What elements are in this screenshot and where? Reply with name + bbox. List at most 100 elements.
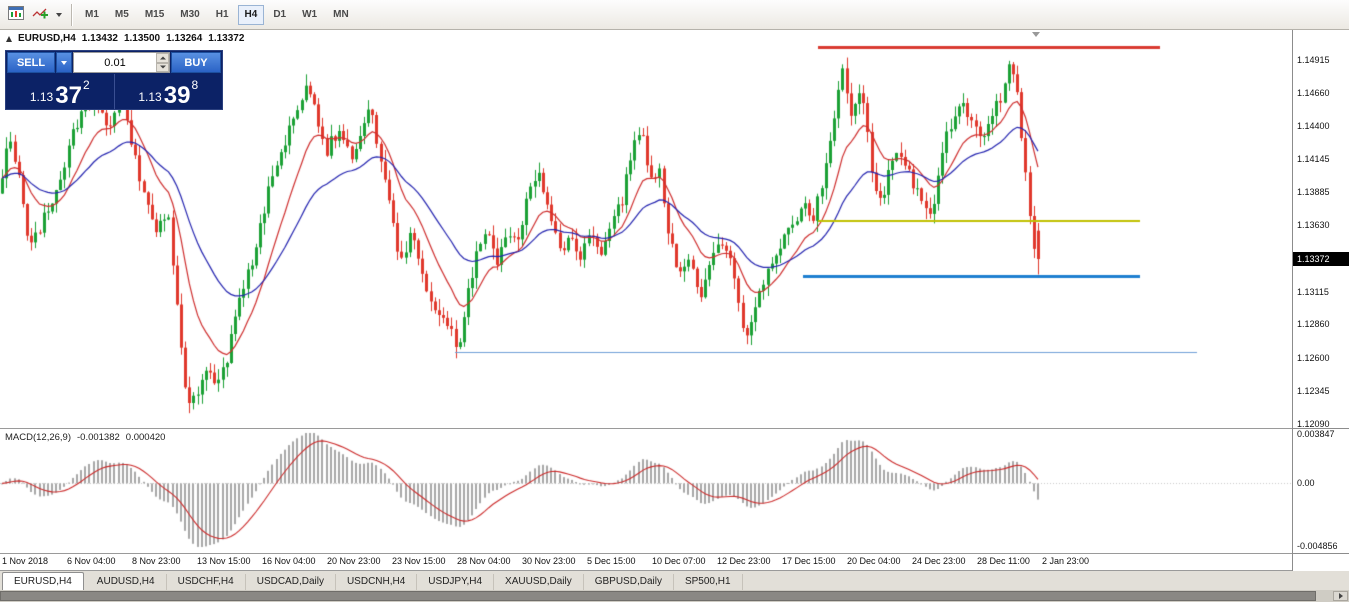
trade-options-button[interactable]	[56, 52, 72, 73]
chevron-down-icon	[61, 60, 67, 65]
price-axis-label: 1.14400	[1297, 121, 1330, 132]
ohlc-high-value: 1.13500	[123, 33, 161, 44]
scrollbar-right-arrow[interactable]	[1333, 591, 1348, 601]
macd-main-value: -0.001382	[77, 432, 120, 443]
chart-shift-marker[interactable]	[1032, 32, 1040, 37]
price-axis-label: 1.12600	[1297, 352, 1330, 363]
chart-tab-sp500[interactable]: SP500,H1	[674, 574, 743, 590]
time-axis-label: 6 Nov 04:00	[67, 556, 116, 566]
price-axis-label: 1.12860	[1297, 319, 1330, 330]
chart-tab-usdchf[interactable]: USDCHF,H4	[167, 574, 246, 590]
price-chart-panel: EURUSD,H4 1.13432 1.13500 1.13264 1.1337…	[0, 30, 1292, 429]
chart-workspace: EURUSD,H4 1.13432 1.13500 1.13264 1.1337…	[0, 30, 1349, 571]
timeframe-button-m30[interactable]: M30	[173, 5, 206, 25]
price-axis-label: 1.13885	[1297, 187, 1330, 198]
price-axis-column[interactable]: 1.14915 1.14660 1.14400 1.14145 1.13885 1.136…	[1292, 30, 1349, 571]
time-axis-label: 2 Jan 23:00	[1042, 556, 1090, 566]
macd-axis[interactable]: 0.003847 0.00 -0.004856	[1293, 429, 1349, 554]
sell-price-big-figure: 1.13	[29, 90, 54, 104]
time-axis-label: 20 Dec 04:00	[847, 556, 901, 566]
time-axis-label: 16 Nov 04:00	[262, 556, 316, 566]
trade-controls-row: SELL BUY	[6, 51, 222, 74]
timeframe-button-h1[interactable]: H1	[209, 5, 236, 25]
ohlc-open-value: 1.13432	[81, 33, 118, 44]
toolbar-separator	[71, 3, 72, 26]
horizontal-scrollbar[interactable]	[0, 590, 1349, 602]
price-axis-label: 1.12345	[1297, 385, 1330, 396]
buy-price-big-figure: 1.13	[138, 90, 162, 104]
price-direction-icon	[6, 35, 12, 42]
add-indicator-button[interactable]	[28, 4, 52, 26]
time-axis[interactable]: 1 Nov 2018 6 Nov 04:00 8 Nov 23:00 13 Nov 1…	[0, 554, 1292, 571]
chart-symbol-label: EURUSD,H4	[18, 33, 76, 44]
current-price-tag: 1.13372	[1293, 252, 1349, 266]
macd-canvas[interactable]	[0, 429, 1292, 553]
time-axis-label: 10 Dec 07:00	[652, 556, 706, 566]
time-axis-label: 13 Nov 15:00	[197, 556, 251, 566]
time-axis-label: 8 Nov 23:00	[132, 556, 181, 566]
chart-tab-audusd[interactable]: AUDUSD,H4	[86, 574, 167, 590]
macd-name: MACD(12,26,9)	[5, 432, 71, 443]
scrollbar-thumb[interactable]	[0, 591, 1316, 601]
sell-button[interactable]: SELL	[7, 52, 55, 73]
buy-price-pips: 39	[163, 81, 191, 109]
buy-price-display[interactable]: 1.13 39 8	[115, 74, 223, 109]
price-axis-label: 1.14660	[1297, 87, 1330, 98]
indicator-plus-icon	[32, 6, 48, 23]
price-axis[interactable]: 1.14915 1.14660 1.14400 1.14145 1.13885 1.136…	[1293, 30, 1349, 429]
time-axis-label: 17 Dec 15:00	[782, 556, 836, 566]
chart-tab-usdcnh[interactable]: USDCNH,H4	[336, 574, 418, 590]
chevron-down-icon	[56, 12, 62, 17]
timeframe-button-m15[interactable]: M15	[138, 5, 171, 25]
one-click-trading-panel: SELL BUY	[5, 50, 223, 110]
buy-button[interactable]: BUY	[171, 52, 221, 73]
toolbar-dropdown-button[interactable]	[52, 4, 66, 26]
toolbar-icon-group	[4, 4, 66, 26]
timeframe-group: M1 M5 M15 M30 H1 H4 D1 W1 MN	[77, 4, 357, 25]
price-axis-label: 1.14915	[1297, 54, 1330, 65]
time-axis-label: 1 Nov 2018	[2, 556, 49, 566]
arrow-right-icon	[1338, 593, 1343, 599]
timeframe-button-m1[interactable]: M1	[78, 5, 106, 25]
time-axis-label: 23 Nov 15:00	[392, 556, 446, 566]
volume-field	[73, 52, 170, 73]
sell-price-pips: 37	[55, 81, 82, 109]
chart-window-button[interactable]	[4, 4, 28, 26]
macd-axis-label: 0.003847	[1297, 429, 1335, 439]
volume-increase-button[interactable]	[156, 53, 169, 63]
time-axis-label: 28 Dec 11:00	[977, 556, 1030, 566]
chart-tab-gbpusd[interactable]: GBPUSD,Daily	[584, 574, 674, 590]
time-axis-label: 24 Dec 23:00	[912, 556, 966, 566]
chart-tab-bar: EURUSD,H4 AUDUSD,H4 USDCHF,H4 USDCAD,Daily U…	[0, 571, 1349, 590]
timeframe-button-m5[interactable]: M5	[108, 5, 136, 25]
volume-decrease-button[interactable]	[156, 62, 169, 72]
timeframe-button-h4[interactable]: H4	[237, 4, 265, 25]
timeframe-button-d1[interactable]: D1	[266, 5, 293, 25]
chart-tab-usdjpy[interactable]: USDJPY,H4	[417, 574, 495, 590]
chart-tab-usdcad[interactable]: USDCAD,Daily	[246, 574, 336, 590]
sell-price-pipette: 2	[82, 78, 90, 92]
macd-axis-label: -0.004856	[1297, 541, 1338, 551]
axis-corner	[1293, 554, 1349, 570]
macd-panel: MACD(12,26,9) -0.001382 0.000420	[0, 429, 1292, 554]
time-axis-label: 5 Dec 15:00	[587, 556, 636, 566]
time-axis-label: 12 Dec 23:00	[717, 556, 771, 566]
price-axis-label: 1.14145	[1297, 153, 1330, 164]
chart-tab-eurusd[interactable]: EURUSD,H4	[2, 572, 84, 590]
ohlc-close-value: 1.13372	[208, 33, 245, 44]
timeframe-button-mn[interactable]: MN	[326, 5, 356, 25]
macd-indicator-label: MACD(12,26,9) -0.001382 0.000420	[5, 432, 165, 443]
time-axis-label: 28 Nov 04:00	[457, 556, 511, 566]
price-divider	[113, 74, 115, 109]
candlestick-chart-icon	[8, 6, 24, 23]
timeframe-button-w1[interactable]: W1	[295, 5, 324, 25]
price-axis-label: 1.13115	[1297, 286, 1329, 297]
sell-price-display[interactable]: 1.13 37 2	[6, 74, 114, 109]
time-axis-label: 30 Nov 23:00	[522, 556, 576, 566]
buy-price-pipette: 8	[191, 78, 199, 92]
price-axis-label: 1.12090	[1297, 418, 1330, 429]
volume-input[interactable]	[74, 53, 156, 72]
chart-tab-xauusd[interactable]: XAUUSD,Daily	[494, 574, 584, 590]
ohlc-low-value: 1.13264	[166, 33, 203, 44]
